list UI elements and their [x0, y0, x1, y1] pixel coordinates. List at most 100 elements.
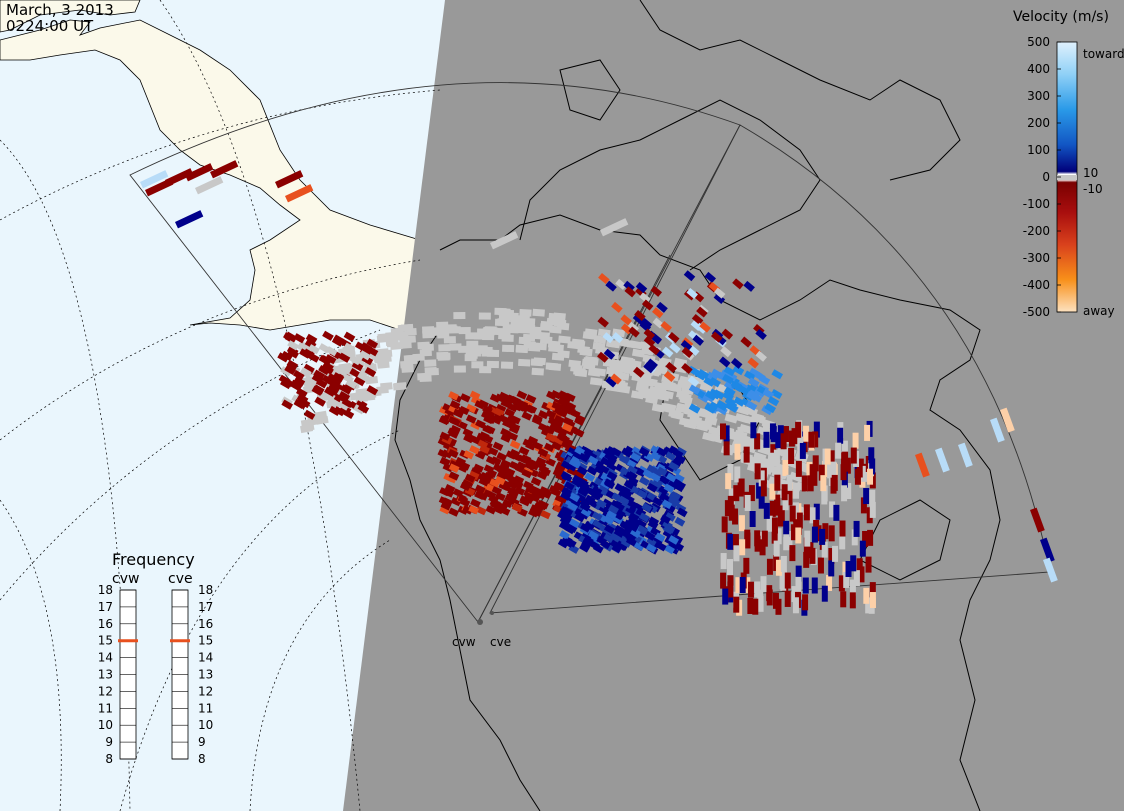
echo-cell	[726, 402, 738, 413]
echo-cell	[696, 306, 708, 318]
echo-cell	[759, 539, 766, 556]
echo-cell	[572, 339, 586, 349]
echo-cell	[305, 333, 318, 344]
echo-cell	[580, 507, 592, 518]
echo-cell	[474, 484, 486, 494]
echo-cell	[850, 447, 857, 464]
echo-cell	[587, 368, 601, 377]
echo-cell	[524, 492, 536, 502]
echo-cell	[723, 425, 730, 442]
echo-cell	[322, 361, 334, 372]
echo-cell	[597, 351, 609, 363]
echo-cell	[842, 451, 849, 468]
echo-cell	[775, 598, 782, 615]
echo-cell	[618, 495, 630, 506]
frequency-tick-label: 17	[98, 600, 113, 614]
echo-cell	[480, 410, 492, 420]
day-land-alaska	[0, 19, 441, 331]
echo-cell	[665, 472, 677, 483]
echo-cell	[630, 452, 641, 462]
echo-cell	[450, 424, 461, 435]
echo-cell	[532, 308, 545, 317]
echo-cell	[551, 343, 564, 352]
echo-cell	[336, 366, 349, 377]
echo-cell	[869, 501, 876, 518]
echo-cell	[352, 392, 365, 403]
echo-cell	[560, 491, 571, 501]
echo-cell	[780, 570, 787, 587]
echo-cell	[789, 505, 796, 522]
echo-cell	[580, 522, 591, 533]
echo-cell	[303, 409, 316, 420]
echo-cell	[804, 530, 811, 547]
echo-cell	[507, 431, 519, 442]
echo-cell	[491, 485, 503, 496]
echo-cell	[519, 497, 531, 507]
echo-cell	[490, 456, 502, 466]
velocity-tick-label: 100	[1027, 143, 1050, 157]
echo-cell	[747, 357, 759, 369]
echo-cell	[324, 354, 337, 365]
echo-cell	[671, 458, 682, 469]
echo-cell	[699, 321, 711, 333]
frequency-radar-cve: cve	[168, 571, 193, 587]
echo-cell	[635, 467, 647, 478]
echo-cell	[841, 440, 848, 457]
echo-cell	[586, 465, 598, 476]
echo-cell	[277, 352, 289, 363]
echo-cell	[817, 557, 824, 574]
echo-cell	[738, 432, 745, 449]
echo-cell	[623, 479, 635, 490]
echo-cell	[826, 574, 833, 591]
echo-cell	[865, 556, 872, 573]
echo-cell	[587, 455, 599, 466]
echo-cell	[568, 518, 580, 529]
echo-cell	[869, 489, 876, 506]
echo-cell	[296, 393, 309, 404]
echo-cell	[795, 421, 802, 438]
echo-cell	[504, 408, 516, 418]
echo-cell	[478, 312, 491, 320]
echo-cell	[761, 404, 773, 416]
echo-cell	[521, 411, 533, 421]
frequency-tick-label: 15	[98, 634, 113, 648]
echo-cell	[522, 333, 536, 342]
echo-cell	[775, 528, 782, 545]
echo-cell	[720, 423, 727, 440]
echo-cell	[843, 571, 850, 588]
echo-cell	[437, 448, 449, 459]
echo-cell	[330, 381, 342, 392]
echo-cell	[322, 330, 334, 341]
echo-cell	[501, 344, 515, 353]
echo-cell	[830, 477, 837, 494]
echo-cell	[569, 492, 580, 503]
echo-cell	[656, 466, 668, 477]
echo-cell	[341, 397, 354, 409]
echo-cell	[668, 461, 680, 472]
echo-cell	[443, 336, 456, 344]
echo-cell	[426, 367, 439, 376]
echo-cell	[492, 441, 504, 451]
echo-cell	[459, 393, 471, 403]
echo-cell	[597, 486, 609, 496]
echo-cell	[752, 598, 759, 615]
echo-cell	[769, 500, 776, 517]
echo-cell	[585, 356, 598, 366]
echo-cell	[500, 433, 512, 443]
echo-cell	[608, 504, 619, 515]
echo-cell	[620, 314, 632, 326]
echo-cell	[559, 530, 570, 540]
echo-cell	[479, 366, 492, 374]
echo-cell	[478, 477, 490, 487]
echo-cell	[602, 498, 613, 509]
frequency-tick-label: 11	[198, 701, 213, 715]
echo-cell	[457, 494, 469, 505]
echo-cell	[758, 374, 771, 385]
frequency-tick-label: 14	[98, 651, 113, 665]
echo-cell	[495, 403, 507, 414]
echo-cell	[868, 447, 875, 464]
echo-cell	[780, 555, 787, 572]
echo-cell	[491, 415, 502, 425]
echo-cell	[723, 366, 736, 377]
